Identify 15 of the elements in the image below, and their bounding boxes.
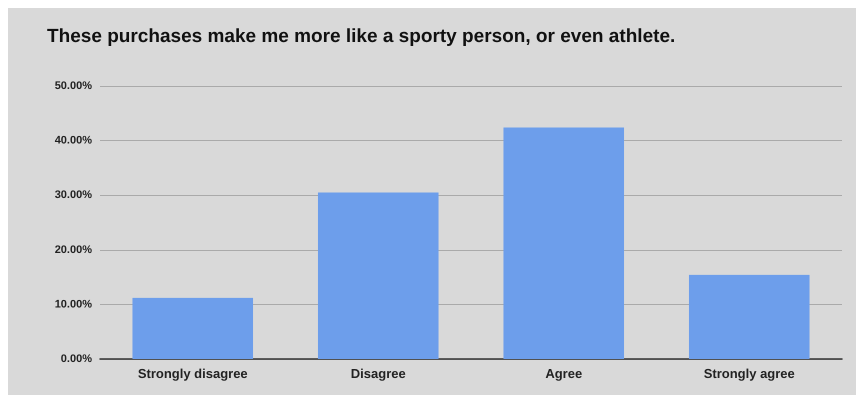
y-tick-label: 0.00% — [60, 353, 92, 365]
y-tick-label: 20.00% — [54, 244, 92, 256]
bar — [318, 192, 439, 359]
x-tick-label: Strongly agree — [704, 366, 795, 381]
bar — [132, 298, 254, 359]
x-tick-label: Strongly disagree — [138, 366, 248, 381]
y-tick-label: 50.00% — [54, 80, 92, 92]
x-tick-label: Disagree — [350, 366, 406, 381]
x-tick-label: Agree — [545, 366, 582, 381]
y-tick-label: 40.00% — [54, 134, 92, 147]
bar — [688, 274, 810, 359]
bar — [503, 127, 624, 359]
chart-title: These purchases make me more like a sporty person, or even athlete. — [47, 26, 676, 47]
y-tick-label: 10.00% — [54, 298, 92, 310]
y-tick-label: 30.00% — [54, 189, 92, 202]
